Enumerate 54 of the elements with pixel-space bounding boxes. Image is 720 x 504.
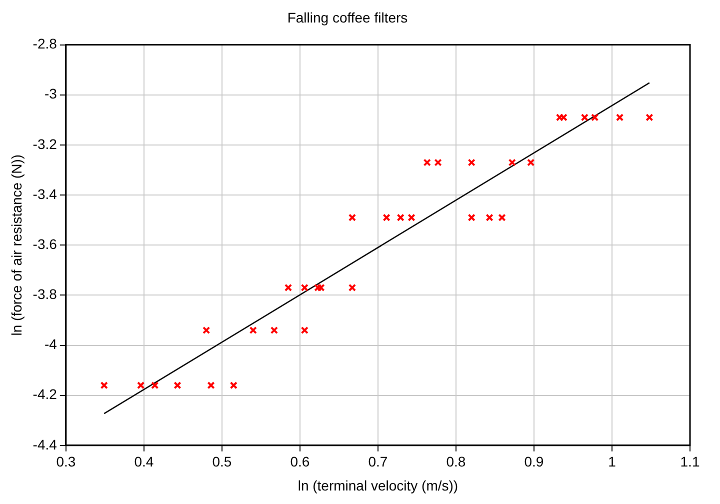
- x-tick-label: 0.6: [290, 454, 310, 470]
- y-tick-label: -3.2: [32, 136, 58, 152]
- x-tick-label: 0.9: [524, 454, 544, 470]
- x-axis-title: ln (terminal velocity (m/s)): [298, 477, 458, 494]
- point: [100, 381, 108, 390]
- point: [408, 214, 416, 222]
- point: [591, 114, 599, 122]
- point: [230, 381, 238, 390]
- y-tick-label: -3: [44, 86, 58, 102]
- point: [382, 214, 390, 222]
- point: [348, 284, 356, 292]
- x-tick-label: 0.8: [446, 454, 466, 470]
- point: [270, 326, 278, 334]
- point: [580, 114, 589, 122]
- y-tick-label: -3.6: [32, 236, 58, 252]
- x-tick-label: 0.5: [212, 454, 232, 470]
- point: [207, 381, 215, 390]
- point: [560, 114, 568, 122]
- y-tick-label: -4.2: [32, 386, 58, 402]
- x-tick-label: 0.4: [134, 454, 154, 470]
- chart-title: Falling coffee filters: [287, 9, 408, 26]
- point: [202, 326, 210, 334]
- point: [498, 214, 506, 222]
- y-tick-label: -4.4: [32, 436, 58, 452]
- y-tick-label: -3.8: [32, 286, 58, 302]
- point: [300, 326, 308, 334]
- point: [136, 381, 145, 390]
- point: [314, 284, 322, 292]
- point: [300, 284, 308, 292]
- x-tick-label: 0.3: [56, 454, 76, 470]
- x-tick-label: 1.1: [680, 454, 700, 470]
- point: [646, 114, 654, 122]
- y-tick-label: -4: [44, 336, 58, 352]
- point: [249, 326, 257, 334]
- point: [486, 214, 494, 222]
- point: [423, 158, 431, 166]
- point: [348, 214, 356, 222]
- y-tick-label: -3.4: [32, 186, 58, 202]
- point: [468, 214, 476, 222]
- point: [434, 158, 442, 166]
- point: [317, 284, 325, 292]
- y-tick-label: -2.8: [32, 36, 58, 52]
- x-tick-label: 1: [608, 454, 616, 470]
- point: [396, 214, 404, 222]
- point: [527, 158, 535, 166]
- x-tick-label: 0.7: [368, 454, 388, 470]
- point: [284, 284, 292, 292]
- point: [508, 158, 516, 166]
- y-axis-title: ln (force of air resistance (N)): [8, 154, 24, 336]
- point: [468, 158, 476, 166]
- point: [616, 114, 624, 122]
- point: [174, 381, 182, 390]
- point: [556, 114, 564, 122]
- point: [151, 381, 159, 390]
